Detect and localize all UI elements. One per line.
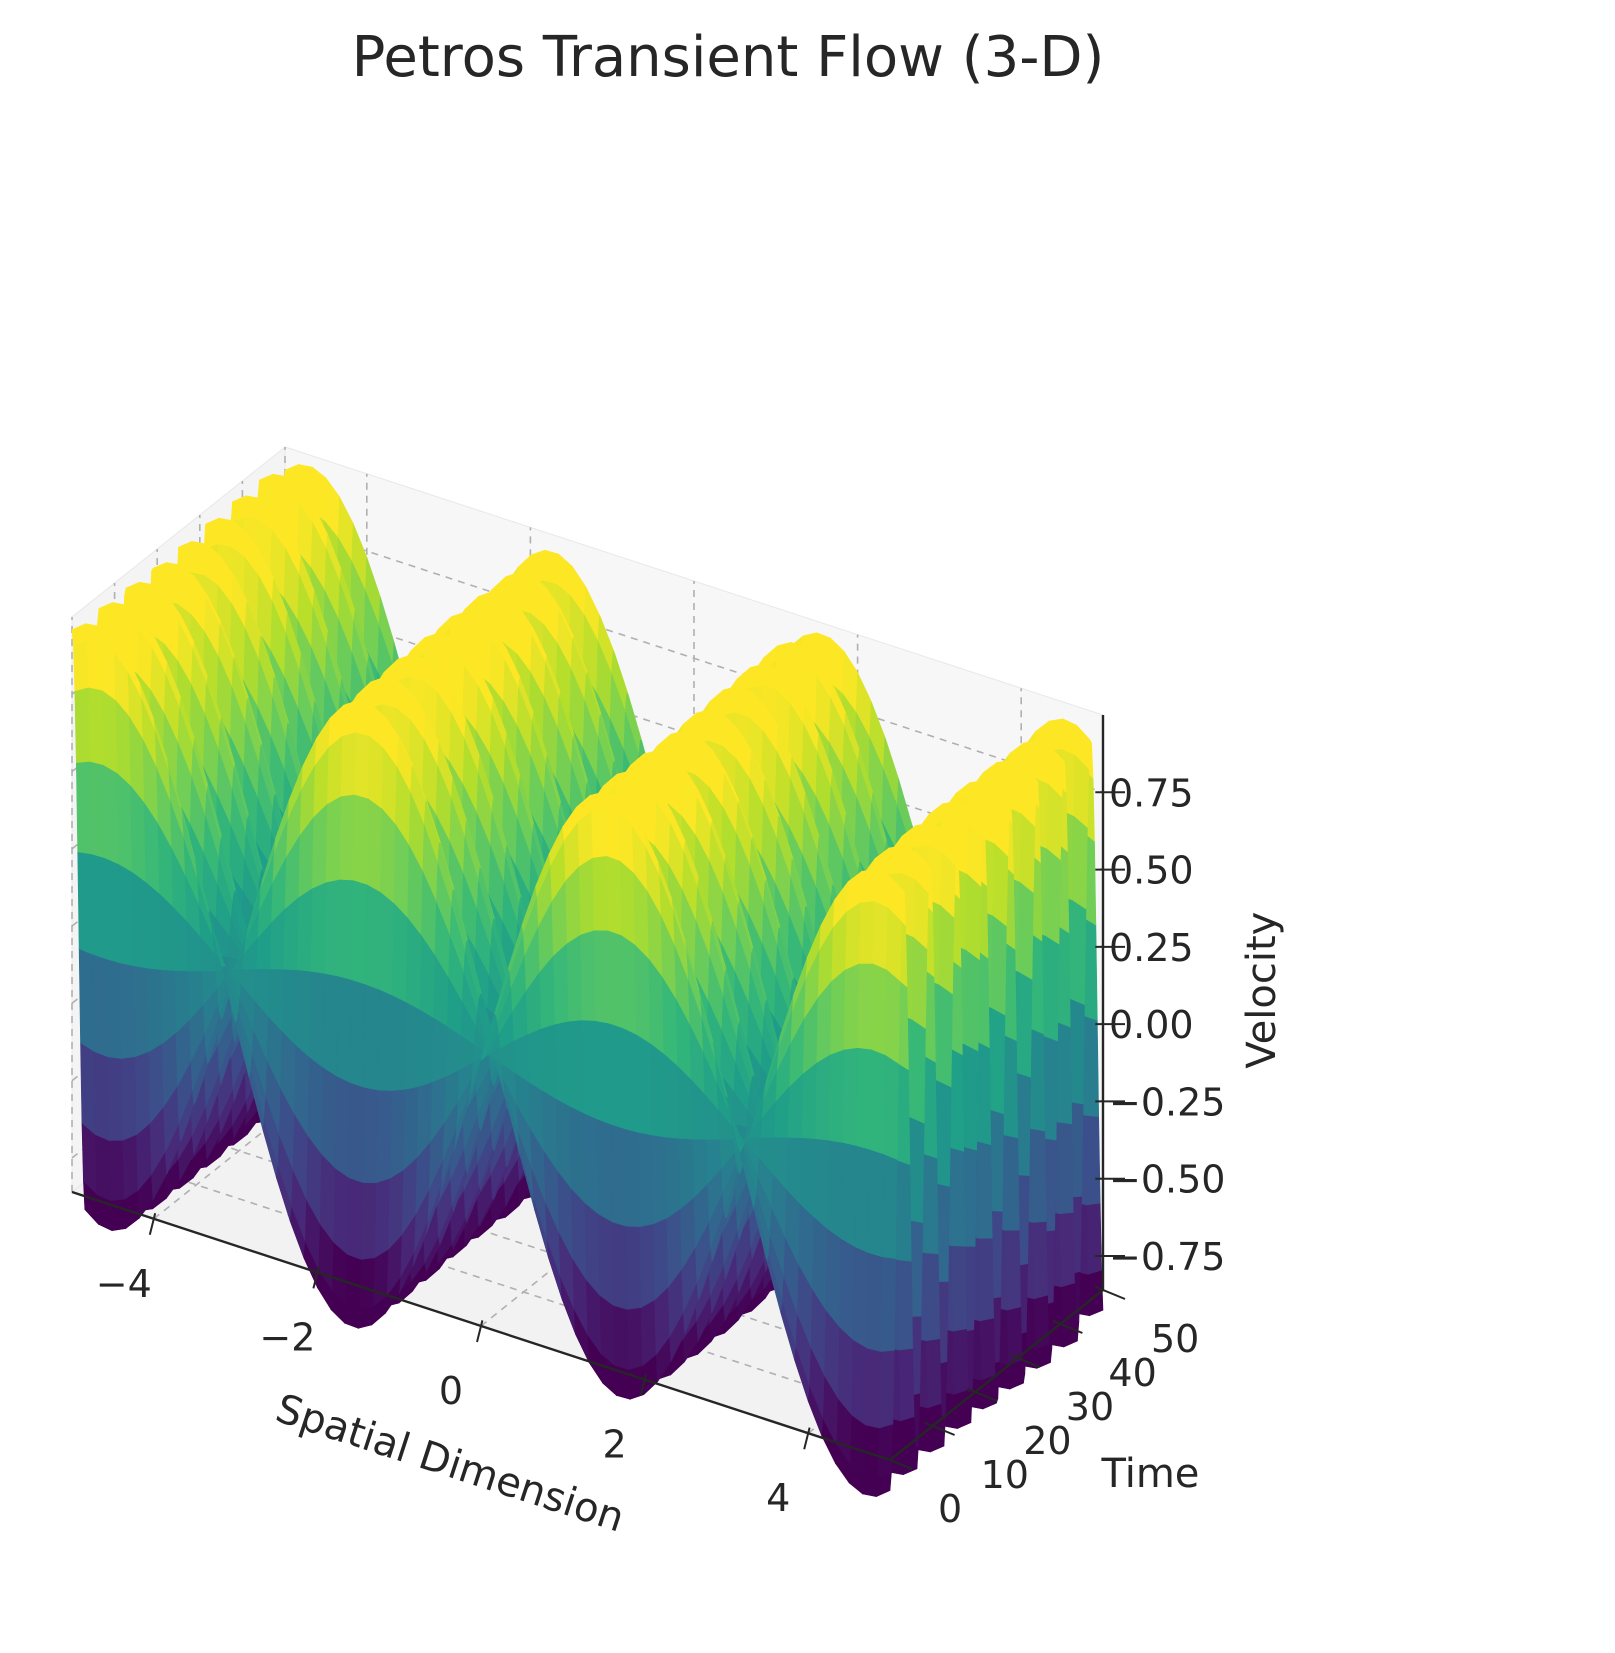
surface-cell [1087,1203,1102,1274]
surface-cell [1030,1028,1045,1131]
surface-cell [993,844,1008,927]
surface-cell [736,687,751,718]
surface-cell [1035,743,1050,785]
surface-cell [979,1238,994,1321]
surface-cell [1033,1222,1048,1299]
surface-cell [1006,1230,1021,1310]
surface-cell [1004,1135,1019,1231]
surface-cell [1020,814,1035,894]
surface-cell [1003,1034,1018,1138]
surface-cell [991,916,1006,1016]
chart-title: Petros Transient Flow (3-D) [352,25,1105,90]
surface-cell [1018,882,1033,980]
surface-cell [1057,1022,1072,1124]
surface-cell [1047,784,1062,860]
surface-cell [245,496,260,520]
surface-cell [1070,1000,1085,1105]
surface-cell [1034,1295,1049,1349]
velocity-surface [72,465,1103,1497]
surface-cell [1058,1122,1073,1214]
surface-cell [1045,849,1060,945]
surface-cell [980,1318,995,1380]
surface-cell [1031,1129,1046,1223]
surface-cell [218,518,233,547]
surface-cell [1085,1115,1100,1205]
surface-cell [1048,719,1063,751]
surface-cell [191,541,206,575]
surface-cell [1017,972,1032,1078]
surface-cell [722,687,737,716]
surface-cell [1044,936,1059,1041]
surface-cell [272,474,287,493]
surface-cell [544,550,559,584]
surface-cell [990,1008,1005,1114]
surface-cell [1071,901,1086,1006]
surface-cell [709,710,724,746]
surface-cell [1060,1213,1075,1287]
surface-cell [749,664,764,688]
surface-cell [977,1141,992,1238]
surface-cell [1072,816,1087,909]
surface-cell [968,781,983,795]
